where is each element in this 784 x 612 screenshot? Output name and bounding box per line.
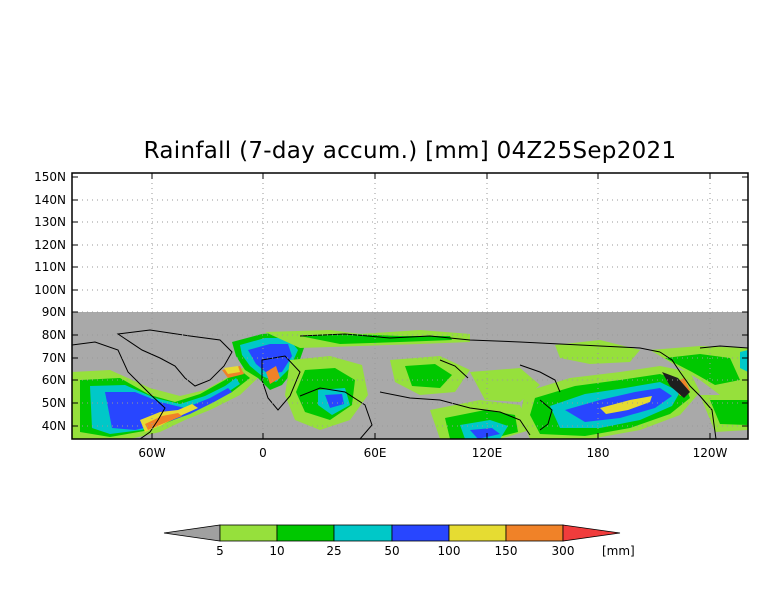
legend-swatch-10-25 xyxy=(276,524,335,542)
longitude-axis: 60W 0 60E 120E 180 120W xyxy=(138,173,728,460)
legend-break-label: 300 xyxy=(552,544,575,558)
lat-label: 110N xyxy=(34,260,66,274)
plot-frame xyxy=(71,172,749,440)
legend-swatch-50-100 xyxy=(391,524,450,542)
legend-colorbar: 5 10 25 50 100 150 300 [mm] xyxy=(163,524,635,558)
lat-label: 70N xyxy=(42,351,66,365)
lat-label: 100N xyxy=(34,283,66,297)
legend-swatch-25-50 xyxy=(333,524,393,542)
lon-label: 60E xyxy=(364,446,387,460)
legend-swatch-below-5 xyxy=(163,524,221,542)
lat-label: 130N xyxy=(34,215,66,229)
legend-swatch-above-300 xyxy=(562,524,621,542)
legend-swatch-100-150 xyxy=(448,524,507,542)
lat-label: 80N xyxy=(42,328,66,342)
lon-label: 120E xyxy=(472,446,503,460)
legend-break-label: 25 xyxy=(326,544,341,558)
lat-label: 90N xyxy=(42,305,66,319)
lat-label: 150N xyxy=(34,170,66,184)
lat-label: 140N xyxy=(34,193,66,207)
coastlines xyxy=(72,329,748,439)
lon-label: 0 xyxy=(259,446,267,460)
legend-break-label: 150 xyxy=(495,544,518,558)
lat-label: 40N xyxy=(42,419,66,433)
legend-unit-label: [mm] xyxy=(602,544,635,558)
lon-label: 60W xyxy=(138,446,165,460)
lon-label: 180 xyxy=(587,446,610,460)
lat-label: 50N xyxy=(42,396,66,410)
map-title: Rainfall (7-day accum.) [mm] 04Z25Sep202… xyxy=(143,138,677,164)
legend-break-label: 10 xyxy=(269,544,284,558)
legend-swatch-150-300 xyxy=(505,524,564,542)
lon-label: 120W xyxy=(693,446,728,460)
legend-break-label: 100 xyxy=(438,544,461,558)
legend-break-label: 50 xyxy=(384,544,399,558)
legend-break-label: 5 xyxy=(216,544,224,558)
legend-swatch-5-10 xyxy=(219,524,278,542)
lat-label: 120N xyxy=(34,238,66,252)
latitude-axis: 150N 140N 130N 120N 110N 100N 90N 80N 70… xyxy=(34,170,748,433)
lat-label: 60N xyxy=(42,373,66,387)
